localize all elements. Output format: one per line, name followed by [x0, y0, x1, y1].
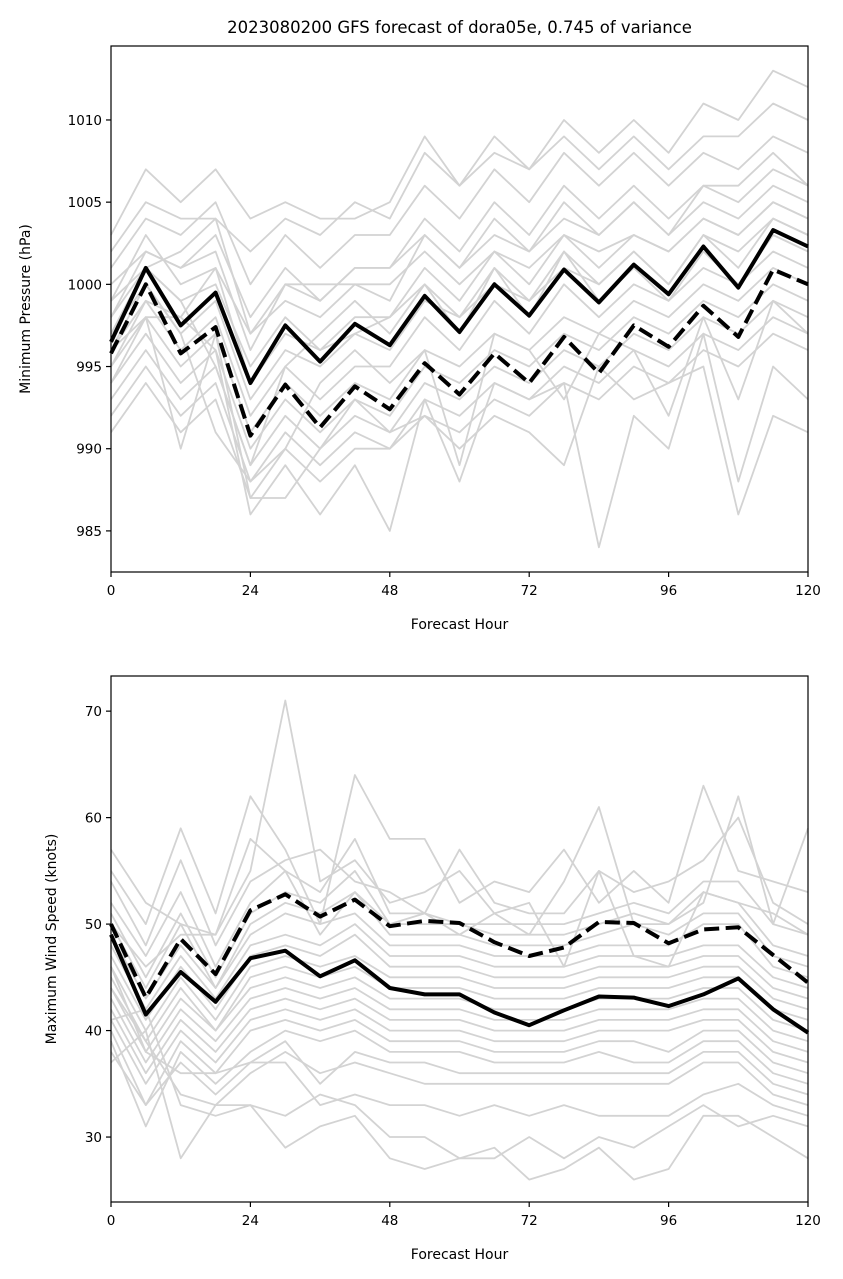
y-tick-label: 30 — [85, 1130, 102, 1146]
x-tick-label: 96 — [660, 583, 677, 599]
pressure-y-axis-label: Minimum Pressure (hPa) — [18, 224, 34, 394]
wind-dashed-line — [109, 892, 810, 1000]
x-tick-label: 0 — [107, 1213, 116, 1229]
wind-ensemble-line-19 — [110, 966, 809, 1117]
wind-plot-frame — [110, 675, 809, 1203]
x-tick-label: 72 — [521, 583, 538, 599]
pressure-ensemble-line-12 — [110, 332, 809, 499]
wind-ensemble-line-21 — [110, 1008, 809, 1181]
pressure-panel: 2023080200 GFS forecast of dora05e, 0.74… — [18, 18, 821, 633]
pressure-highlight-lines — [109, 228, 809, 438]
pressure-y-ticks: 985 990 995 1000 1005 1010 — [68, 113, 111, 540]
wind-ensemble-line-10 — [110, 965, 809, 1043]
y-tick-label: 1005 — [68, 195, 102, 211]
pressure-ensemble-line-1 — [110, 102, 809, 253]
wind-ensemble-line-13 — [110, 997, 809, 1075]
y-tick-label: 1010 — [68, 113, 102, 129]
wind-ensemble-line-7 — [110, 923, 809, 1011]
pressure-solid-line — [109, 228, 809, 385]
x-tick-label: 48 — [381, 1213, 398, 1229]
pressure-ensemble-line-4 — [110, 184, 809, 335]
wind-ensemble-line-18 — [110, 1029, 809, 1160]
wind-ensemble-line-14 — [110, 1008, 809, 1085]
pressure-plot-frame — [110, 45, 809, 573]
x-tick-label: 96 — [660, 1213, 677, 1229]
wind-highlight-lines — [109, 892, 810, 1035]
wind-ensemble-line-15 — [110, 1019, 809, 1106]
wind-ensemble-line-1 — [110, 774, 809, 925]
wind-ensemble-line-9 — [110, 955, 809, 1032]
x-tick-label: 24 — [242, 583, 259, 599]
pressure-ensemble-lines — [110, 69, 809, 549]
pressure-dashed-line — [109, 267, 809, 438]
wind-ensemble-line-6 — [110, 912, 809, 1000]
y-tick-label: 995 — [76, 360, 102, 376]
y-tick-label: 990 — [76, 442, 102, 458]
x-tick-label: 24 — [242, 1213, 259, 1229]
wind-y-ticks: 30 40 50 60 70 — [85, 704, 111, 1146]
wind-x-axis-label: Forecast Hour — [411, 1247, 509, 1263]
pressure-ensemble-line-3 — [110, 151, 809, 319]
wind-ensemble-lines — [110, 699, 809, 1181]
pressure-ensemble-line-11 — [110, 316, 809, 483]
wind-ensemble-line-0 — [110, 699, 809, 936]
wind-panel: 0 24 48 72 96 120 30 40 50 60 70 Forecast Hour Ma… — [44, 675, 821, 1263]
y-tick-label: 1000 — [68, 277, 102, 293]
wind-ensemble-line-20 — [110, 987, 809, 1170]
pressure-ensemble-line-9 — [110, 283, 809, 450]
wind-ensemble-line-16 — [110, 1029, 809, 1128]
pressure-ensemble-line-19 — [110, 217, 809, 384]
y-tick-label: 985 — [76, 524, 102, 540]
x-tick-label: 72 — [521, 1213, 538, 1229]
wind-ensemble-line-11 — [110, 976, 809, 1053]
wind-ensemble-line-8 — [110, 933, 809, 1021]
y-tick-label: 40 — [85, 1024, 102, 1040]
y-tick-label: 50 — [85, 917, 102, 933]
pressure-ensemble-line-17 — [110, 201, 809, 352]
pressure-ensemble-line-14 — [110, 316, 809, 516]
chart-title: 2023080200 GFS forecast of dora05e, 0.74… — [227, 18, 692, 37]
pressure-ensemble-line-18 — [110, 168, 809, 335]
wind-ensemble-line-12 — [110, 987, 809, 1064]
pressure-ensemble-line-7 — [110, 250, 809, 417]
wind-solid-line — [109, 933, 810, 1035]
pressure-ensemble-line-15 — [110, 283, 809, 483]
pressure-ensemble-line-2 — [110, 135, 809, 286]
y-tick-label: 60 — [85, 811, 102, 827]
x-tick-label: 48 — [381, 583, 398, 599]
pressure-x-axis-label: Forecast Hour — [411, 617, 509, 633]
wind-x-ticks: 0 24 48 72 96 120 — [107, 1202, 821, 1229]
pressure-x-ticks: 0 24 48 72 96 120 — [107, 572, 821, 599]
wind-ensemble-line-22 — [110, 838, 809, 968]
wind-ensemble-line-17 — [110, 1040, 809, 1106]
y-tick-label: 70 — [85, 704, 102, 720]
x-tick-label: 0 — [107, 583, 116, 599]
wind-ensemble-line-2 — [110, 816, 809, 947]
x-tick-label: 120 — [795, 1213, 821, 1229]
wind-y-axis-label: Maximum Wind Speed (knots) — [44, 834, 60, 1045]
x-tick-label: 120 — [795, 583, 821, 599]
